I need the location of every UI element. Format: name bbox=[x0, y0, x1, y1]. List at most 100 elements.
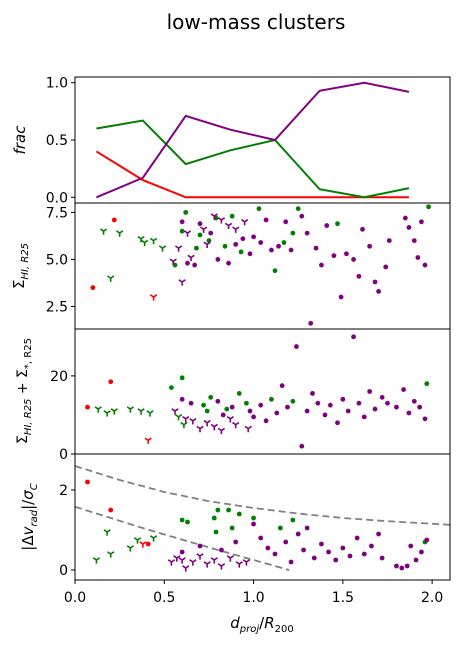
point-purple bbox=[308, 320, 314, 326]
tri-point-purple bbox=[203, 419, 211, 427]
point-purple bbox=[215, 398, 221, 404]
tri-point-purple bbox=[182, 565, 190, 572]
tri-point-green bbox=[107, 275, 115, 282]
point-green bbox=[222, 243, 228, 249]
point-purple bbox=[220, 412, 226, 418]
point-green bbox=[185, 519, 190, 525]
point-green bbox=[335, 221, 340, 227]
point-purple bbox=[406, 410, 412, 416]
y-label-frac: frac bbox=[11, 125, 29, 155]
tri-point-purple bbox=[210, 557, 218, 564]
panel-dv-rad-ytick-label: 0 bbox=[59, 563, 68, 579]
point-purple bbox=[383, 264, 389, 270]
point-red bbox=[145, 541, 151, 547]
point-green bbox=[215, 507, 221, 513]
tri-point-purple bbox=[235, 561, 243, 568]
point-purple bbox=[344, 251, 349, 257]
tri-point-purple bbox=[182, 415, 190, 423]
tri-point-red bbox=[149, 294, 158, 301]
point-purple bbox=[333, 557, 339, 563]
tri-point-purple bbox=[232, 226, 240, 233]
point-purple bbox=[327, 402, 333, 408]
point-purple bbox=[288, 247, 294, 253]
xtick-label: 1.5 bbox=[332, 590, 354, 606]
point-green bbox=[179, 517, 185, 523]
point-green bbox=[251, 515, 256, 521]
point-red bbox=[85, 404, 90, 410]
point-purple bbox=[361, 551, 367, 557]
point-green bbox=[236, 511, 242, 517]
point-purple bbox=[331, 253, 337, 259]
y-label-dv-rad: |Δvrad|/σC bbox=[19, 483, 40, 550]
point-purple bbox=[322, 412, 328, 418]
point-purple bbox=[319, 541, 324, 547]
tri-point-green bbox=[137, 408, 145, 415]
point-green bbox=[211, 515, 217, 521]
frac-line-red bbox=[95, 150, 409, 199]
tri-point-purple bbox=[232, 421, 240, 429]
point-green bbox=[256, 206, 262, 212]
point-green bbox=[201, 402, 206, 408]
point-purple bbox=[340, 396, 346, 402]
point-purple bbox=[411, 238, 417, 244]
tri-point-green bbox=[140, 239, 149, 247]
point-purple bbox=[240, 236, 246, 242]
tri-point-green bbox=[158, 245, 167, 252]
point-purple bbox=[376, 288, 381, 294]
point-purple bbox=[356, 273, 362, 279]
point-purple bbox=[304, 230, 310, 236]
tri-point-purple bbox=[242, 559, 251, 566]
panel-dv-rad-yticks: 02 bbox=[59, 483, 75, 579]
tri-point-red bbox=[139, 541, 147, 548]
point-purple bbox=[351, 334, 356, 340]
panel-sigma-sum-frame bbox=[74, 328, 451, 455]
tri-point-purple bbox=[224, 222, 233, 230]
point-purple bbox=[263, 217, 269, 223]
point-purple bbox=[372, 279, 378, 285]
point-red bbox=[108, 507, 114, 513]
tri-point-purple bbox=[167, 559, 176, 566]
tri-point-purple bbox=[178, 557, 186, 564]
point-purple bbox=[283, 219, 289, 225]
tri-point-purple bbox=[226, 555, 235, 562]
point-purple bbox=[310, 391, 315, 396]
point-purple bbox=[422, 416, 428, 422]
point-purple bbox=[394, 404, 399, 410]
point-purple bbox=[269, 247, 274, 253]
point-green bbox=[213, 529, 219, 535]
tri-point-purple bbox=[203, 561, 211, 568]
panel-dv-rad-ytick-label: 2 bbox=[59, 483, 68, 499]
panel-sigma-hi: 2.5 5.0 7.5 bbox=[46, 202, 451, 330]
point-purple bbox=[188, 400, 194, 406]
panel-sigma-sum-yticks: 0 20 bbox=[50, 369, 75, 463]
tri-point-green bbox=[126, 545, 135, 552]
point-purple bbox=[265, 545, 271, 551]
point-purple bbox=[276, 243, 281, 249]
point-purple bbox=[386, 238, 392, 244]
tri-point-green bbox=[146, 410, 154, 417]
point-purple bbox=[347, 553, 353, 559]
tri-point-purple bbox=[217, 563, 226, 570]
point-purple bbox=[295, 531, 301, 537]
point-purple bbox=[401, 387, 406, 392]
point-green bbox=[290, 398, 296, 404]
point-purple bbox=[251, 521, 256, 527]
tri-point-green bbox=[103, 410, 111, 417]
point-purple bbox=[369, 543, 374, 549]
tri-point-purple bbox=[171, 408, 179, 415]
point-purple bbox=[417, 404, 423, 410]
point-purple bbox=[408, 543, 414, 549]
point-purple bbox=[299, 213, 305, 219]
y-label-sigma-hi: ΣHI, R25 bbox=[10, 243, 31, 289]
x-axis-ticks: 0.0 0.5 1.0 1.5 2.0 bbox=[64, 580, 443, 606]
point-purple bbox=[354, 535, 360, 541]
panel-dv-rad-marks bbox=[75, 465, 450, 572]
panel-sigma-sum-marks bbox=[85, 334, 430, 449]
point-purple bbox=[251, 234, 256, 240]
point-purple bbox=[258, 240, 264, 245]
point-purple bbox=[258, 402, 264, 408]
tri-point-purple bbox=[244, 425, 252, 433]
panel-frac-frame bbox=[74, 76, 451, 204]
point-purple bbox=[285, 404, 290, 410]
point-green bbox=[226, 507, 231, 513]
